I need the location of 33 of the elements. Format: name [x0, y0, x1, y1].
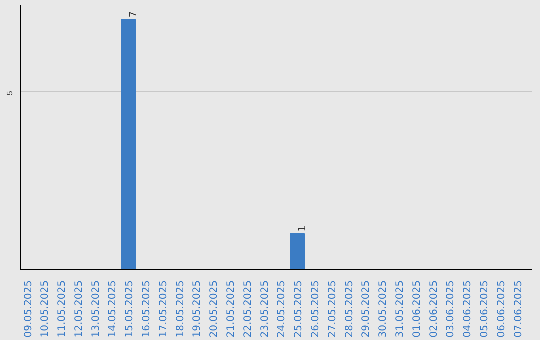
- x-tick-label: 04.06.2025: [462, 280, 474, 338]
- x-tick-label: 07.06.2025: [513, 280, 524, 338]
- x-tick-label: 12.05.2025: [74, 280, 85, 338]
- x-tick-label: 21.05.2025: [226, 280, 238, 338]
- x-tick-label: 11.05.2025: [57, 280, 68, 338]
- x-tick-label: 28.05.2025: [344, 280, 356, 338]
- x-tick-label: 17.05.2025: [158, 280, 170, 338]
- x-tick-label: 23.05.2025: [260, 280, 271, 338]
- x-tick-label: 16.05.2025: [142, 280, 153, 338]
- x-tick-label: 03.06.2025: [446, 280, 457, 338]
- x-tick-label: 15.05.2025: [124, 280, 136, 338]
- x-tick-label: 02.06.2025: [428, 280, 440, 338]
- x-tick-label: 06.06.2025: [496, 280, 508, 338]
- x-tick-label: 24.05.2025: [276, 280, 288, 338]
- x-tick-label: 18.05.2025: [175, 280, 186, 338]
- x-tick-label: 14.05.2025: [108, 280, 119, 338]
- x-tick-label: 05.06.2025: [479, 280, 490, 338]
- x-tick-label: 10.05.2025: [40, 280, 52, 338]
- y-tick-label: 5: [6, 90, 14, 96]
- data-label: 7: [128, 11, 140, 18]
- x-tick-label: 13.05.2025: [90, 280, 102, 338]
- x-tick-label: 31.05.2025: [395, 280, 406, 338]
- x-tick-label: 19.05.2025: [192, 280, 204, 338]
- x-tick-label: 30.05.2025: [378, 280, 390, 338]
- x-tick-label: 27.05.2025: [327, 280, 338, 338]
- x-tick-label: 20.05.2025: [209, 280, 220, 338]
- x-tick-label: 29.05.2025: [361, 280, 372, 338]
- x-tick-label: 25.05.2025: [294, 280, 305, 338]
- x-tick-label: 22.05.2025: [242, 280, 254, 338]
- x-tick-label: 01.06.2025: [412, 280, 423, 338]
- x-tick-label: 09.05.2025: [23, 280, 34, 338]
- data-label: 1: [298, 225, 309, 232]
- x-tick-label: 26.05.2025: [310, 280, 322, 338]
